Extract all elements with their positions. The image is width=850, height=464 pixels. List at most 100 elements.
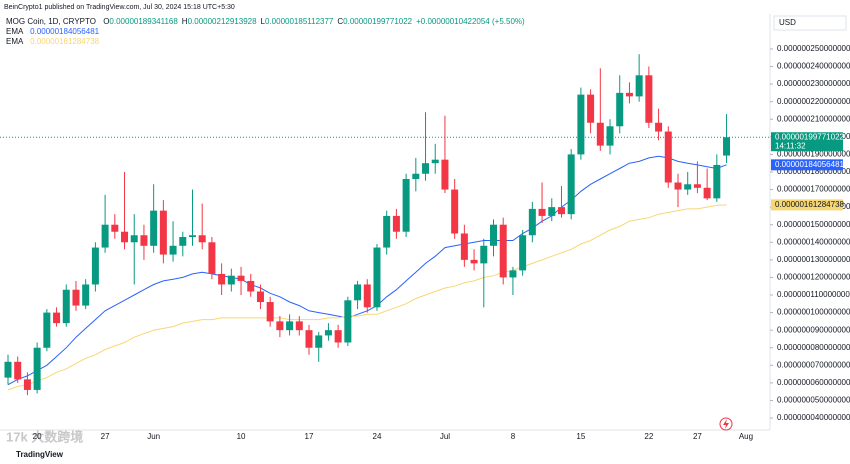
ema-price-box	[771, 199, 843, 211]
candle-body	[577, 94, 585, 155]
candle-body	[490, 224, 497, 246]
y-tick-label: 0.000000150000000	[777, 220, 850, 229]
x-tick-label: 24	[373, 432, 382, 441]
legend-ema-slow: EMA 0.00000161284738	[6, 37, 100, 46]
legend-change: +0.00000010422054 (+5.50%)	[416, 17, 525, 26]
tradingview-logo: TradingView	[16, 450, 64, 459]
x-tick-label: 10	[237, 432, 246, 441]
candle-body	[392, 215, 400, 232]
candle-body	[655, 122, 663, 132]
candle-body	[363, 284, 371, 308]
y-tick-label: 0.000000120000000	[777, 273, 850, 282]
y-tick-label: 0.000000140000000	[777, 237, 850, 246]
candle-body	[557, 207, 565, 215]
y-tick-label: 0.000000240000000	[777, 62, 850, 71]
candle-body	[23, 379, 31, 390]
x-tick-label: 27	[693, 432, 702, 441]
currency: USD	[779, 18, 796, 27]
candle-body	[460, 233, 468, 260]
candle-body	[208, 242, 216, 274]
candle-body	[441, 159, 449, 190]
candle-body	[383, 215, 391, 248]
candle-body	[159, 210, 167, 255]
candle-body	[91, 247, 99, 285]
x-tick-label: 22	[644, 432, 653, 441]
countdown: 14:11:32	[775, 141, 806, 150]
candle-body	[431, 159, 439, 164]
candle-body	[82, 284, 90, 306]
legend-field-value: 0.00000199771022	[343, 17, 413, 26]
candle-body	[286, 321, 294, 331]
candle-body	[684, 184, 692, 190]
x-tick-label: Jul	[440, 432, 450, 441]
candle-body	[422, 163, 430, 174]
candle-body	[616, 92, 624, 127]
candle-body	[256, 291, 264, 303]
candle-body	[528, 208, 536, 236]
candle-body	[111, 224, 119, 232]
legend-field-label: L	[261, 17, 266, 26]
candle-body	[606, 126, 614, 146]
candle-body	[227, 275, 235, 285]
x-tick-label: 8	[511, 432, 516, 441]
candle-body	[14, 361, 22, 380]
legend-ema-name: EMA	[6, 27, 24, 36]
x-tick-label: Aug	[739, 432, 753, 441]
candle-body	[218, 273, 226, 285]
legend-ema-name: EMA	[6, 37, 24, 46]
candle-body	[43, 312, 51, 348]
legend-field-value: 0.00000189341168	[109, 17, 178, 26]
candle-body	[276, 321, 284, 331]
candle-body	[402, 179, 410, 232]
x-tick-label: 17	[305, 432, 314, 441]
publish-note: BeinCrypto1 published on TradingView.com…	[4, 4, 235, 11]
legend-symbol: MOG Coin, 1D, CRYPTO	[6, 17, 96, 26]
y-tick-label: 0.000000190000000	[777, 150, 850, 159]
x-tick-label: 15	[576, 432, 585, 441]
candle-body	[247, 280, 255, 292]
x-tick-label: Jun	[147, 432, 160, 441]
candle-body	[334, 330, 342, 343]
candle-body	[596, 122, 604, 146]
candle-body	[188, 235, 196, 238]
y-tick-label: 0.000000180000000	[777, 167, 850, 176]
event-icon-bolt	[723, 419, 729, 429]
legend-field-label: C	[337, 17, 343, 26]
candle-body	[373, 247, 381, 308]
candle-body	[295, 321, 303, 331]
ema-price-label: 0.00000184056481	[775, 160, 845, 169]
candle-body	[72, 289, 80, 306]
y-tick-label: 0.000000070000000	[777, 360, 850, 369]
legend-field-label: H	[182, 17, 188, 26]
y-tick-label: 0.000000250000000	[777, 44, 850, 53]
last-price-label: 0.00000199771022	[775, 132, 845, 141]
candle-body	[198, 235, 206, 243]
y-tick-label: 0.000000050000000	[777, 396, 850, 405]
legend-ema-value: 0.00000184056481	[30, 27, 100, 36]
candle-body	[315, 335, 323, 348]
legend-field-value: 0.00000185112377	[265, 17, 334, 26]
candle-body	[344, 300, 352, 343]
candle-body	[538, 208, 546, 216]
candle-body	[693, 184, 701, 188]
candle-body	[53, 312, 61, 324]
y-tick-label: 0.000000220000000	[777, 97, 850, 106]
candle-body	[305, 330, 313, 348]
candle-body	[4, 361, 12, 378]
ema-line	[7, 204, 727, 391]
candle-body	[266, 302, 274, 322]
candle-body	[324, 330, 332, 336]
candle-body	[140, 235, 148, 246]
y-tick-label: 0.000000170000000	[777, 185, 850, 194]
x-tick-label: 20	[33, 432, 42, 441]
candle-body	[587, 94, 595, 123]
candle-body	[480, 245, 488, 264]
candle-body	[664, 131, 672, 183]
y-tick-label: 0.000000210000000	[777, 114, 850, 123]
legend-field-value: 0.00000212913928	[188, 17, 258, 26]
legend-ema-value: 0.00000161284738	[30, 37, 100, 46]
legend-field-label: O	[103, 17, 109, 26]
ema-price-label: 0.00000161284738	[775, 200, 845, 209]
